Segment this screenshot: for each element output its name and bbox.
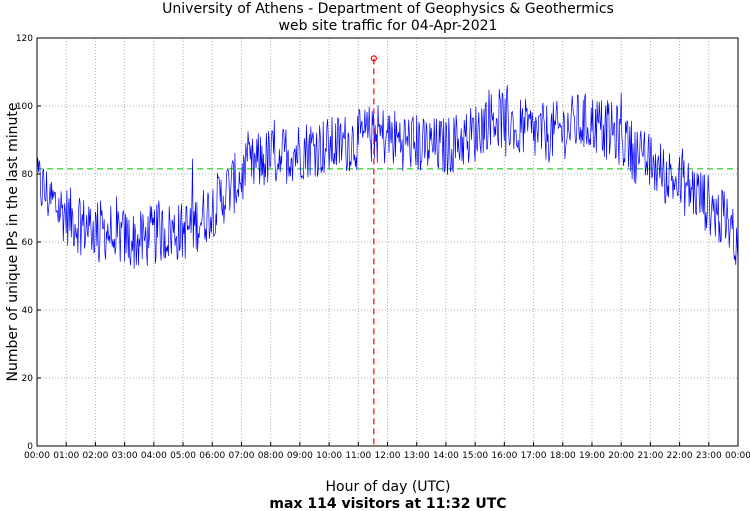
x-tick-label: 06:00	[199, 451, 225, 461]
grid	[37, 37, 738, 446]
x-tick-label: 08:00	[258, 451, 284, 461]
x-tick-label: 20:00	[608, 451, 634, 461]
y-tick-label: 0	[27, 442, 33, 452]
chart-title-line1: University of Athens - Department of Geo…	[162, 1, 614, 17]
max-point-marker	[370, 55, 377, 62]
max-summary: max 114 visitors at 11:32 UTC	[269, 496, 506, 511]
x-tick-label: 19:00	[579, 451, 605, 461]
x-tick-label: 23:00	[696, 451, 722, 461]
x-tick-label: 14:00	[433, 451, 459, 461]
x-axis-label: Hour of day (UTC)	[326, 479, 451, 495]
y-axis-label: Number of unique IPs in the last minute	[5, 103, 21, 382]
x-tick-label: 04:00	[141, 451, 167, 461]
traffic-series-line	[36, 84, 739, 269]
y-tick-label: 80	[22, 170, 34, 180]
y-tick-label: 60	[22, 238, 34, 248]
x-tick-label: 03:00	[112, 451, 138, 461]
x-tick-label: 13:00	[404, 451, 430, 461]
y-tick-label: 100	[16, 102, 33, 112]
y-tick-label: 20	[22, 374, 34, 384]
x-tick-label: 21:00	[637, 451, 663, 461]
y-tick-label: 120	[16, 34, 33, 44]
x-tick-label: 09:00	[287, 451, 313, 461]
x-tick-label: 18:00	[550, 451, 576, 461]
x-tick-label: 22:00	[667, 451, 693, 461]
x-tick-label: 02:00	[82, 451, 108, 461]
chart-title-line2: web site traffic for 04-Apr-2021	[279, 18, 498, 34]
x-tick-label: 01:00	[53, 451, 79, 461]
x-tick-label: 12:00	[375, 451, 401, 461]
x-tick-label: 11:00	[345, 451, 371, 461]
x-tick-label: 16:00	[491, 451, 517, 461]
y-tick-label: 40	[22, 306, 34, 316]
x-tick-label: 00:00	[725, 451, 750, 461]
x-tick-label: 10:00	[316, 451, 342, 461]
x-tick-label: 07:00	[228, 451, 254, 461]
x-tick-label: 17:00	[521, 451, 547, 461]
x-tick-label: 15:00	[462, 451, 488, 461]
x-tick-label: 00:00	[24, 451, 50, 461]
x-tick-label: 05:00	[170, 451, 196, 461]
